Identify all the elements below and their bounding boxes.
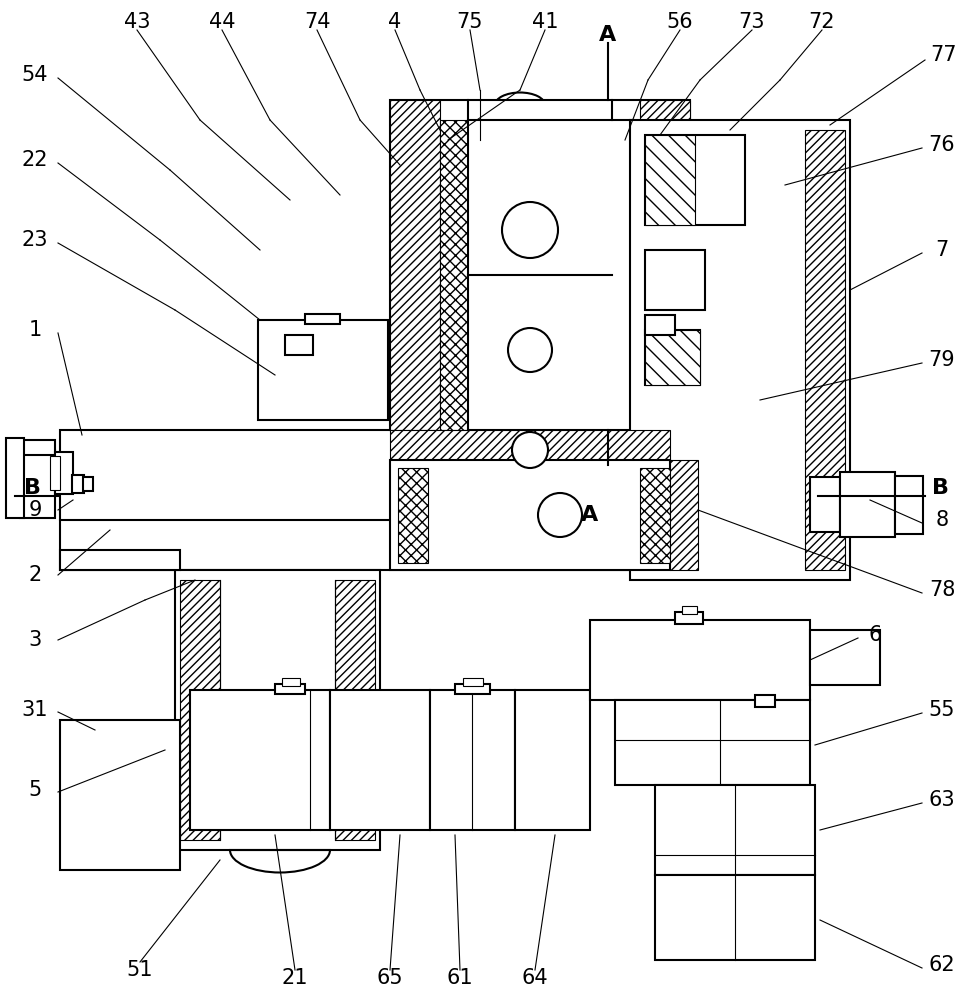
Bar [6, 438, 24, 518]
Text: 54: 54 [21, 65, 48, 85]
Text: 51: 51 [127, 960, 153, 980]
Bar [175, 570, 380, 850]
Bar [282, 678, 300, 686]
Text: 72: 72 [809, 12, 835, 32]
Bar [335, 580, 375, 840]
Bar [612, 120, 640, 430]
Text: 5: 5 [28, 780, 42, 800]
Text: 62: 62 [929, 955, 956, 975]
Bar [655, 785, 815, 875]
Text: 7: 7 [935, 240, 949, 260]
Circle shape [502, 202, 558, 258]
Text: 4: 4 [389, 12, 402, 32]
Bar [83, 477, 93, 491]
Text: A: A [581, 505, 599, 525]
Bar [640, 468, 670, 563]
Bar [430, 690, 515, 830]
Bar [515, 690, 590, 830]
Bar [682, 606, 697, 614]
Bar [60, 430, 790, 570]
Bar [390, 100, 690, 430]
Bar [440, 120, 468, 430]
Text: 31: 31 [21, 700, 48, 720]
Bar [645, 330, 700, 385]
Text: 41: 41 [531, 12, 558, 32]
Text: 55: 55 [929, 700, 956, 720]
Bar [805, 130, 845, 570]
Text: 1: 1 [28, 320, 42, 340]
Bar [285, 335, 313, 355]
Bar [645, 330, 700, 385]
Text: 73: 73 [739, 12, 765, 32]
Circle shape [512, 432, 548, 468]
Bar [60, 550, 180, 570]
Text: 61: 61 [446, 968, 473, 988]
Bar [675, 612, 703, 624]
Bar [390, 430, 670, 460]
Bar [190, 690, 330, 830]
Bar [463, 678, 483, 686]
Text: 6: 6 [869, 625, 881, 645]
Bar [390, 460, 670, 570]
Text: 77: 77 [930, 45, 956, 65]
Bar [50, 456, 60, 490]
Bar [20, 440, 55, 455]
Text: B: B [931, 478, 949, 498]
Text: 79: 79 [929, 350, 956, 370]
Bar [670, 460, 698, 570]
Bar [590, 620, 810, 700]
Text: 21: 21 [281, 968, 309, 988]
Text: 22: 22 [21, 150, 48, 170]
Text: 44: 44 [209, 12, 235, 32]
Bar [455, 684, 490, 694]
Bar [275, 684, 305, 694]
Bar [645, 315, 675, 335]
Bar [645, 250, 705, 310]
Text: 43: 43 [124, 12, 150, 32]
Bar [20, 450, 55, 518]
Bar [180, 580, 220, 840]
Text: 56: 56 [666, 12, 694, 32]
Circle shape [538, 493, 582, 537]
Bar [390, 100, 440, 430]
Bar [72, 475, 84, 493]
Text: 3: 3 [28, 630, 42, 650]
Text: 64: 64 [522, 968, 548, 988]
Bar [755, 695, 775, 707]
Circle shape [508, 328, 552, 372]
Bar [305, 314, 340, 324]
Text: 63: 63 [929, 790, 956, 810]
Text: 9: 9 [28, 500, 42, 520]
Bar [55, 452, 73, 494]
Bar [330, 690, 430, 830]
Text: 78: 78 [929, 580, 956, 600]
Text: B: B [23, 478, 40, 498]
Text: 65: 65 [377, 968, 404, 988]
Bar [840, 472, 895, 537]
Text: 75: 75 [457, 12, 484, 32]
Bar [810, 477, 840, 532]
Text: 2: 2 [28, 565, 42, 585]
Bar [640, 100, 690, 430]
Bar [630, 120, 850, 580]
Bar [895, 476, 923, 534]
Bar [655, 875, 815, 960]
Text: 76: 76 [929, 135, 956, 155]
Bar [60, 720, 180, 870]
Bar [645, 135, 745, 225]
Bar [615, 700, 810, 785]
Bar [810, 630, 880, 685]
Text: 23: 23 [21, 230, 48, 250]
Bar [258, 320, 388, 420]
Bar [468, 120, 634, 430]
Text: 74: 74 [304, 12, 330, 32]
Bar [398, 468, 428, 563]
Text: A: A [599, 25, 616, 45]
Bar [645, 135, 695, 225]
Text: 8: 8 [935, 510, 949, 530]
